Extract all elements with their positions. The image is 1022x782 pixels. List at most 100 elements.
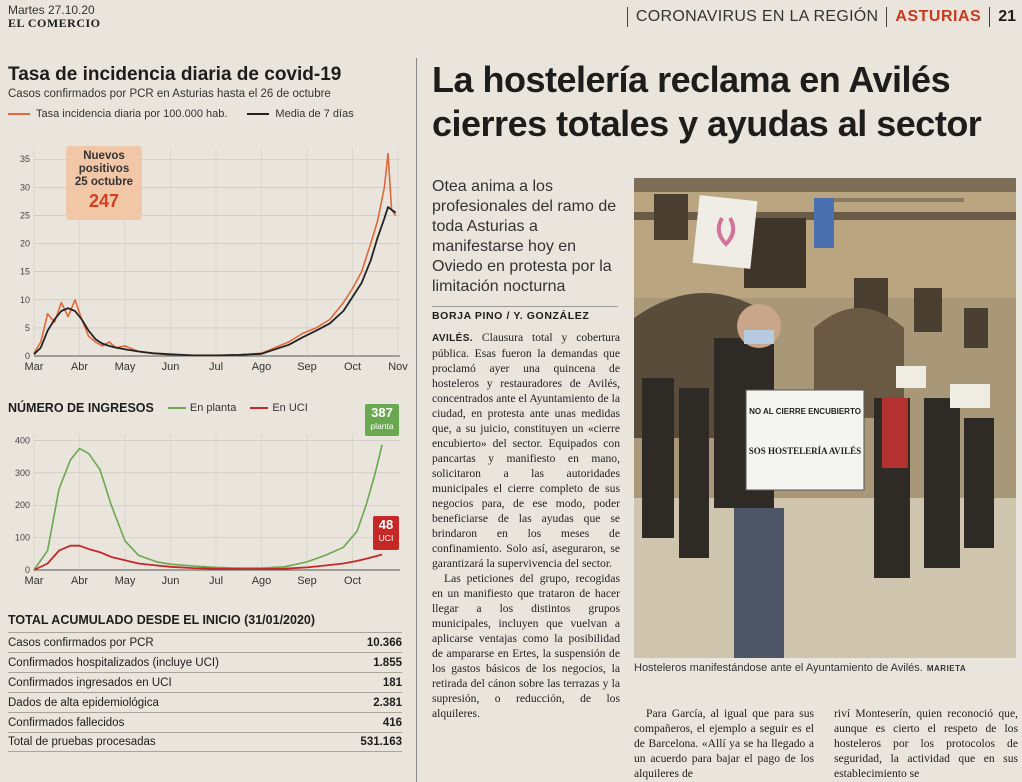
x-tick-label: Oct bbox=[344, 575, 361, 587]
x-tick-label: Jun bbox=[162, 575, 180, 587]
totals-row: Dados de alta epidemiológica 2.381 bbox=[8, 692, 402, 712]
article-paragraph: AVILÉS. Clausura total y cobertura públi… bbox=[432, 330, 620, 571]
totals-label: Casos confirmados por PCR bbox=[8, 636, 154, 649]
y-tick-label: 100 bbox=[15, 533, 30, 543]
totals-label: Confirmados hospitalizados (incluye UCI) bbox=[8, 656, 219, 669]
page-number: 21 bbox=[998, 8, 1016, 25]
y-tick-label: 5 bbox=[25, 323, 30, 333]
y-tick-label: 300 bbox=[15, 468, 30, 478]
totals-label: Confirmados fallecidos bbox=[8, 716, 125, 729]
incidence-legend: Tasa incidencia diaria por 100.000 hab. … bbox=[8, 108, 354, 120]
page-header: Martes 27.10.20 EL COMERCIO CORONAVIRUS … bbox=[0, 0, 1022, 40]
x-tick-label: Sep bbox=[297, 361, 317, 373]
legend-avg-label: Media de 7 días bbox=[275, 108, 354, 120]
x-tick-label: Ago bbox=[252, 361, 272, 373]
totals-value: 10.366 bbox=[366, 636, 402, 649]
article-body: AVILÉS. Clausura total y cobertura públi… bbox=[432, 330, 620, 721]
totals-label: Dados de alta epidemiológica bbox=[8, 696, 159, 709]
totals-label: Confirmados ingresados en UCI bbox=[8, 676, 172, 689]
y-tick-label: 30 bbox=[20, 182, 30, 192]
series-line-1 bbox=[33, 444, 383, 571]
plant-count-label: planta bbox=[370, 421, 394, 431]
totals-value: 531.163 bbox=[360, 736, 402, 748]
y-tick-label: 0 bbox=[25, 351, 30, 361]
x-tick-label: Nov bbox=[388, 361, 408, 373]
x-tick-label: Abr bbox=[71, 575, 88, 587]
article-headline: La hostelería reclama en Avilés cierres … bbox=[432, 59, 982, 144]
new-positives-badge: Nuevos positivos 25 octubre 247 bbox=[66, 146, 142, 220]
legend-avg-swatch bbox=[247, 113, 270, 115]
legend-plant: En planta bbox=[167, 402, 237, 414]
icu-count-value: 48 bbox=[378, 517, 394, 532]
badge-value: 247 bbox=[88, 191, 120, 211]
admissions-chart-header: NÚMERO DE INGRESOS En planta En UCI bbox=[8, 401, 308, 415]
totals-row: Casos confirmados por PCR 10.366 bbox=[8, 632, 402, 652]
legend-icu-label: En UCI bbox=[272, 402, 308, 414]
x-tick-label: Abr bbox=[71, 361, 88, 373]
badge-label: Nuevos bbox=[83, 150, 125, 162]
column-divider bbox=[416, 58, 417, 782]
totals-value: 2.381 bbox=[373, 696, 402, 709]
y-tick-label: 20 bbox=[20, 239, 30, 249]
badge-label: positivos bbox=[78, 163, 130, 175]
legend-daily-label: Tasa incidencia diaria por 100.000 hab. bbox=[36, 108, 228, 120]
x-tick-label: Jul bbox=[209, 575, 223, 587]
x-tick-label: Mar bbox=[25, 575, 44, 587]
x-tick-label: Oct bbox=[344, 361, 361, 373]
series-line-2 bbox=[33, 206, 397, 357]
covid-infographic: Tasa de incidencia diaria de covid-19 Ca… bbox=[0, 58, 410, 782]
photo-credit: MARIETA bbox=[926, 664, 967, 673]
admissions-chart: 0 100 200 300 400 Mar Abr May Jun Jul Ago Sep Oct bbox=[15, 434, 400, 587]
plant-count-value: 387 bbox=[371, 405, 393, 420]
y-tick-label: 35 bbox=[20, 154, 30, 164]
incidence-chart-subtitle: Casos confirmados por PCR en Asturias ha… bbox=[8, 88, 331, 100]
totals-table: Casos confirmados por PCR 10.366 Confirma… bbox=[8, 632, 402, 752]
article-deck: Otea anima a los profesionales del ramo … bbox=[432, 178, 617, 295]
y-tick-label: 0 bbox=[25, 565, 30, 575]
totals-value: 181 bbox=[382, 676, 402, 689]
photo-caption: Hosteleros manifestándose ante el Ayunta… bbox=[634, 662, 1016, 674]
totals-label: Total de pruebas procesadas bbox=[8, 736, 156, 748]
article-continuation: riví Monteserín, quien reconoció que, au… bbox=[834, 707, 1018, 780]
y-tick-label: 400 bbox=[15, 435, 30, 445]
x-tick-label: Mar bbox=[25, 361, 44, 373]
article-paragraph: Las peticiones del grupo, recogidas en u… bbox=[432, 572, 620, 720]
y-tick-label: 10 bbox=[20, 295, 30, 305]
x-tick-label: Jul bbox=[209, 361, 223, 373]
icu-count-badge: 48 UCI bbox=[373, 516, 399, 550]
photo-sign-main: SOS HOSTELERÍA AVILÉS bbox=[749, 446, 861, 456]
x-tick-label: Ago bbox=[252, 575, 272, 587]
header-separator bbox=[886, 7, 888, 27]
x-tick-label: Sep bbox=[297, 575, 317, 587]
header-separator bbox=[626, 7, 628, 27]
article-continuation: Para García, al igual que para sus compa… bbox=[634, 707, 814, 780]
x-tick-label: May bbox=[115, 575, 136, 587]
series-line-2 bbox=[33, 544, 383, 571]
x-tick-label: May bbox=[115, 361, 136, 373]
section-name: CORONAVIRUS EN LA REGIÓN bbox=[635, 8, 879, 25]
article-byline: BORJA PINO / Y. GONZÁLEZ bbox=[432, 306, 618, 322]
admissions-chart-title: NÚMERO DE INGRESOS bbox=[8, 401, 154, 415]
totals-value: 1.855 bbox=[373, 656, 402, 669]
article-dateline: AVILÉS. bbox=[432, 333, 473, 344]
totals-title: TOTAL ACUMULADO DESDE EL INICIO (31/01/2… bbox=[8, 613, 316, 627]
icu-count-label: UCI bbox=[378, 533, 394, 543]
incidence-chart-title: Tasa de incidencia diaria de covid-19 bbox=[8, 64, 342, 85]
totals-row: Total de pruebas procesadas 531.163 bbox=[8, 732, 402, 752]
protest-photo: NO AL CIERRE ENCUBIERTO SOS HOSTELERÍA A… bbox=[634, 178, 1016, 658]
caption-text: Hosteleros manifestándose ante el Ayunta… bbox=[634, 662, 923, 674]
totals-value: 416 bbox=[382, 716, 402, 729]
paragraph-text: Clausura total y cobertura pública. Esas… bbox=[432, 331, 620, 570]
issue-date: Martes 27.10.20 bbox=[8, 3, 95, 17]
x-tick-label: Jun bbox=[162, 361, 180, 373]
totals-row: Confirmados fallecidos 416 bbox=[8, 712, 402, 732]
incidence-chart: 0 5 10 15 20 25 30 35 Mar Abr May Jun Jul Ago Sep Oct No… bbox=[20, 148, 408, 373]
totals-row: Confirmados hospitalizados (incluye UCI)… bbox=[8, 652, 402, 672]
legend-plant-label: En planta bbox=[189, 402, 237, 414]
badge-label: 25 octubre bbox=[74, 176, 134, 188]
legend-plant-swatch bbox=[167, 407, 186, 409]
publication-name: EL COMERCIO bbox=[8, 16, 101, 30]
photo-sign-top: NO AL CIERRE ENCUBIERTO bbox=[749, 407, 861, 416]
totals-row: Confirmados ingresados en UCI 181 bbox=[8, 672, 402, 692]
y-tick-label: 15 bbox=[20, 267, 30, 277]
